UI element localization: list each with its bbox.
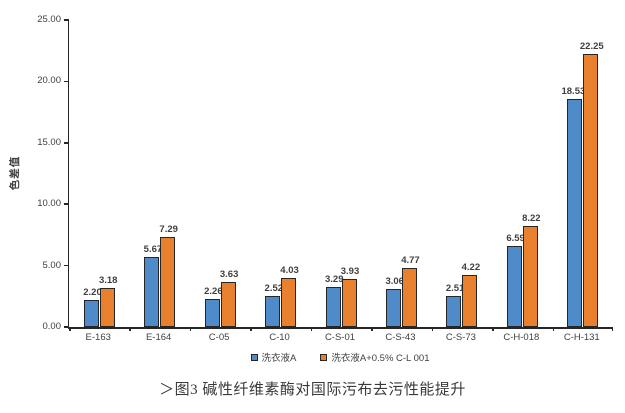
x-tick-mark [492,327,494,331]
y-tick-label: 15.00 [37,136,61,148]
y-tick-mark [64,203,69,205]
y-tick-label: 25.00 [37,14,61,25]
bar-洗衣液A-C-10 [265,296,281,327]
bar-value-label: 6.59 [506,233,525,245]
x-tick-label-C-S-73: C-S-73 [445,332,476,343]
figure-caption: ＞图3 碱性纤维素酶对国际污布去污性能提升 [159,382,466,398]
x-tick-label-C-05: C-05 [208,332,230,343]
bar-洗衣液A+0.5% C-L 001-C-H-018 [522,226,538,327]
bar-value-label: 3.06 [385,276,404,288]
bar-value-label: 2.51 [445,283,465,295]
plot-area: 2.20 3.18 5.67 7.29 2.26 3.63 2.52 4.03 3.29 3.93… [64,19,613,331]
bar-value-label: 3.29 [325,273,344,285]
x-tick-mark [371,327,373,331]
bar-洗衣液A-C-05 [204,299,220,327]
y-tick-label: 20.00 [37,75,61,87]
y-axis-tick-labels: 0.00 5.00 10.00 15.00 20.00 25.00 [0,14,64,332]
x-tick-label-C-10: C-10 [269,332,290,343]
x-tick-mark [69,327,71,331]
bar-value-label: 3.18 [98,274,118,286]
bar-洗衣液A+0.5% C-L 001-E-163 [99,287,115,327]
x-tick-mark [250,327,252,331]
x-tick-label-C-S-43: C-S-43 [385,332,416,343]
bar-洗衣液A-E-164 [144,257,160,327]
bar-value-label: 3.63 [219,269,239,281]
bar-洗衣液A-C-H-018 [506,246,522,327]
y-tick-mark [64,19,69,21]
bar-value-label: 4.03 [280,264,299,276]
x-tick-label-E-163: E-163 [85,332,111,343]
x-tick-mark [189,327,192,331]
bar-value-label: 2.20 [83,286,102,298]
legend-label: 洗衣液A+0.5% C-L 001 [331,353,430,364]
bar-value-label: 3.93 [340,265,360,277]
bar-value-label: 2.52 [264,283,284,295]
legend-label: 洗衣液A [261,353,297,364]
y-tick-label: 5.00 [42,259,62,271]
x-tick-mark [611,327,613,331]
bar-洗衣液A+0.5% C-L 001-C-H-131 [583,53,599,327]
bar-洗衣液A-C-S-43 [385,289,401,327]
bar-value-label: 7.29 [159,224,178,236]
y-tick-mark [64,80,69,83]
legend-item-洗衣液A+0.5% C-L 001: 洗衣液A+0.5% C-L 001 [320,350,429,364]
bar-洗衣液A+0.5% C-L 001-C-S-73 [462,275,478,327]
x-tick-mark [129,327,131,331]
bar-value-label: 4.77 [401,255,420,267]
bar-value-label: 5.67 [143,244,163,256]
legend-marker-icon [320,353,328,361]
bar-value-label: 8.22 [522,213,541,225]
x-tick-label-C-H-018: C-H-018 [503,332,540,343]
y-tick-label: 0.00 [42,321,62,332]
x-tick-label-E-164: E-164 [145,332,172,343]
bar-洗衣液A-E-163 [83,299,99,327]
bar-value-label: 2.26 [204,286,223,298]
bar-洗衣液A+0.5% C-L 001-C-05 [220,282,236,327]
y-tick-mark [64,142,69,144]
bar-value-label: 4.22 [461,262,481,274]
x-tick-label-C-S-01: C-S-01 [324,332,356,343]
bar-value-label: 22.25 [579,40,604,52]
legend-item-洗衣液A: 洗衣液A [250,350,297,364]
bar-洗衣液A+0.5% C-L 001-C-S-43 [401,268,417,327]
bar-洗衣液A+0.5% C-L 001-C-S-01 [341,278,357,327]
bar-洗衣液A+0.5% C-L 001-E-164 [160,237,176,327]
bar-value-label: 18.53 [561,86,586,98]
x-tick-mark [310,327,313,331]
legend-marker-icon [250,353,258,361]
legend: 洗衣液A 洗衣液A+0.5% C-L 001 [68,350,612,364]
y-tick-mark [64,326,69,328]
x-tick-label-C-H-131: C-H-131 [563,332,600,343]
x-tick-mark [552,327,555,331]
bar-洗衣液A+0.5% C-L 001-C-10 [281,277,297,327]
bar-洗衣液A-C-H-131 [567,99,583,327]
bar-洗衣液A-C-S-01 [325,286,341,327]
x-axis-labels: E-163 E-164 C-05 C-10 C-S-01 C-S-43 C-S-73 C-H-… [68,332,612,346]
y-tick-mark [64,264,69,267]
bar-洗衣液A-C-S-73 [446,296,462,327]
y-tick-label: 10.00 [37,198,61,210]
x-tick-mark [431,327,434,331]
